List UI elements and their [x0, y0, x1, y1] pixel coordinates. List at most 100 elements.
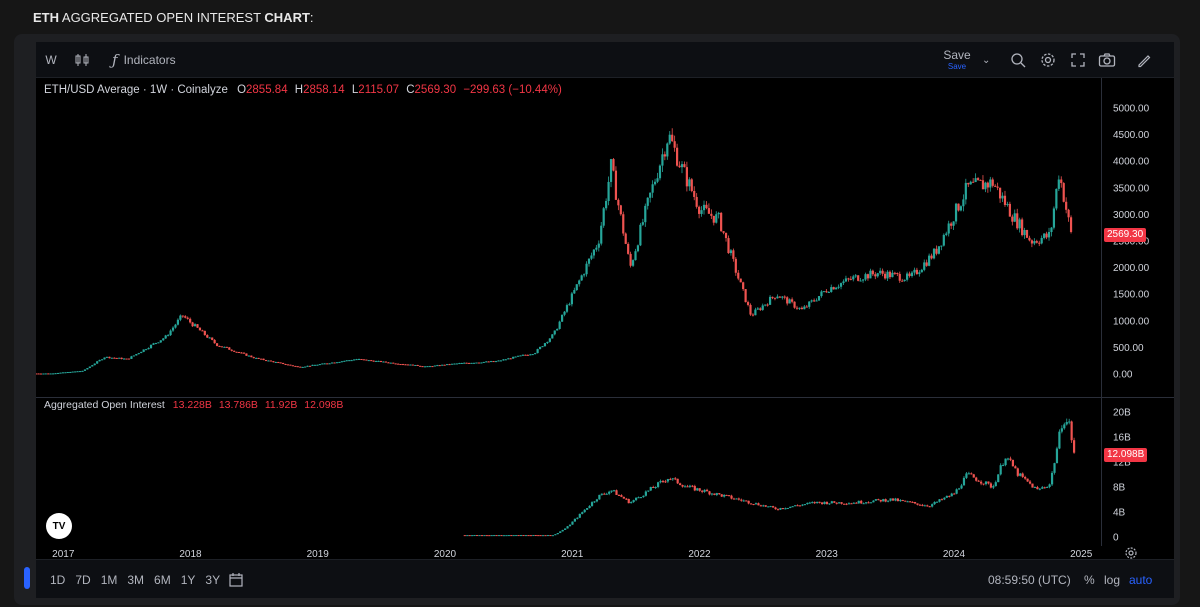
candles-chart-type-button[interactable]: [74, 42, 90, 78]
candle-body: [703, 489, 706, 492]
clock-time[interactable]: 08:59:50 (UTC): [988, 572, 1071, 587]
candle-body: [448, 364, 451, 366]
x-tick-label: 2021: [561, 549, 584, 559]
candle-body: [492, 361, 495, 363]
pane-separator[interactable]: [36, 397, 1174, 398]
high-value: 2858.14: [303, 84, 345, 96]
candle-body: [169, 330, 172, 336]
candle-body: [823, 501, 826, 504]
open-interest-pane[interactable]: 0 4B 8B 12B 16B 20B: [36, 398, 1174, 547]
candle-body: [605, 493, 608, 495]
go-to-date-button[interactable]: [228, 560, 244, 598]
candle-body: [1008, 203, 1011, 217]
low-label: L: [351, 84, 359, 96]
candle-body: [822, 291, 826, 293]
range-button-1m[interactable]: 1M: [100, 572, 118, 587]
candle-body: [76, 371, 79, 373]
x-tick-label: 2023: [816, 549, 839, 559]
candle-body: [899, 500, 902, 502]
candle-body: [933, 501, 936, 505]
fullscreen-button[interactable]: [1070, 42, 1086, 78]
percent-toggle[interactable]: %: [1084, 572, 1095, 587]
candle-body: [113, 357, 116, 359]
range-button-7d[interactable]: 7D: [75, 572, 91, 587]
save-menu-button[interactable]: ⌄: [982, 42, 990, 78]
range-button-1y[interactable]: 1Y: [180, 572, 196, 587]
candle-body: [483, 535, 486, 537]
candle-body: [818, 501, 821, 503]
candle-body: [881, 270, 884, 274]
candle-body: [593, 501, 596, 503]
candle-body: [700, 210, 703, 214]
candle-body: [810, 300, 813, 302]
candle-body: [641, 222, 644, 225]
candle-body: [778, 296, 781, 298]
candle-body: [639, 224, 642, 246]
quick-search-button[interactable]: [1010, 42, 1026, 78]
candle-body: [840, 502, 843, 504]
y-tick-label: 1500.00: [1113, 290, 1150, 301]
log-toggle[interactable]: log: [1104, 572, 1121, 587]
snapshot-button[interactable]: [1098, 42, 1116, 78]
axis-settings-button[interactable]: [1124, 546, 1138, 560]
interval-button[interactable]: W: [45, 53, 57, 67]
time-axis[interactable]: 2017 2018 2019 2020 2021 2022 2023 2024 2025: [36, 547, 1101, 559]
range-button-1d[interactable]: 1D: [50, 572, 66, 587]
indicators-label: Indicators: [123, 53, 176, 67]
candle-body: [42, 373, 45, 375]
candle-body: [686, 486, 689, 488]
tradingview-logo[interactable]: TV: [46, 513, 72, 539]
candle-body: [749, 304, 752, 315]
range-button-3m[interactable]: 3M: [127, 572, 145, 587]
candle-body: [886, 271, 889, 279]
range-button-3y[interactable]: 3Y: [205, 572, 221, 587]
range-button-6m[interactable]: 6M: [154, 572, 171, 587]
candle-body: [37, 373, 40, 375]
sidebar-toggle-handle[interactable]: [24, 567, 30, 589]
candle-body: [861, 279, 865, 281]
candle-body: [879, 499, 882, 502]
candle-body: [602, 208, 605, 226]
symbol-title: ETH/USD Average · 1W · Coinalyze: [44, 84, 228, 96]
candle-body: [159, 340, 162, 343]
candle-body: [911, 501, 914, 503]
candle-body: [416, 364, 419, 366]
candle-body: [1001, 195, 1004, 199]
candle-body: [671, 134, 674, 142]
candle-body: [839, 283, 843, 287]
candle-body: [766, 304, 769, 306]
candle-body: [930, 255, 933, 259]
candle-body: [720, 494, 723, 497]
candle-body: [568, 524, 572, 527]
candle-body: [475, 362, 478, 364]
y-tick-label: 4B: [1113, 508, 1126, 519]
candle-body: [952, 221, 955, 226]
candle-body: [164, 335, 167, 339]
candle-body: [399, 364, 402, 366]
candle-body: [1062, 183, 1065, 202]
candle-body: [649, 192, 652, 198]
auto-toggle[interactable]: auto: [1129, 572, 1153, 587]
save-button[interactable]: Save Save: [942, 42, 972, 78]
candle-body: [504, 359, 507, 361]
candle-body: [940, 499, 944, 501]
candle-body: [906, 501, 909, 503]
candle-body: [377, 360, 380, 362]
candle-body: [835, 502, 838, 504]
candle-body: [421, 366, 424, 368]
candle-body: [313, 364, 317, 366]
drawing-tools-button[interactable]: [1136, 42, 1152, 78]
candle-body: [935, 248, 938, 254]
candle-body: [1028, 481, 1032, 484]
candle-body: [860, 500, 863, 504]
candle-body: [590, 502, 594, 506]
candle-body: [423, 366, 427, 368]
price-pane[interactable]: 0.00 500.00 1000.00 1500.00 2000.00 2500.00 30…: [36, 78, 1174, 397]
candle-body: [671, 478, 674, 480]
candle-body: [213, 339, 216, 344]
candle-body: [794, 505, 797, 507]
settings-button[interactable]: [1040, 42, 1056, 78]
indicators-button[interactable]: ƒ Indicators: [112, 42, 176, 78]
x-tick-label: 2025: [1070, 549, 1093, 559]
candle-body: [1016, 213, 1019, 229]
